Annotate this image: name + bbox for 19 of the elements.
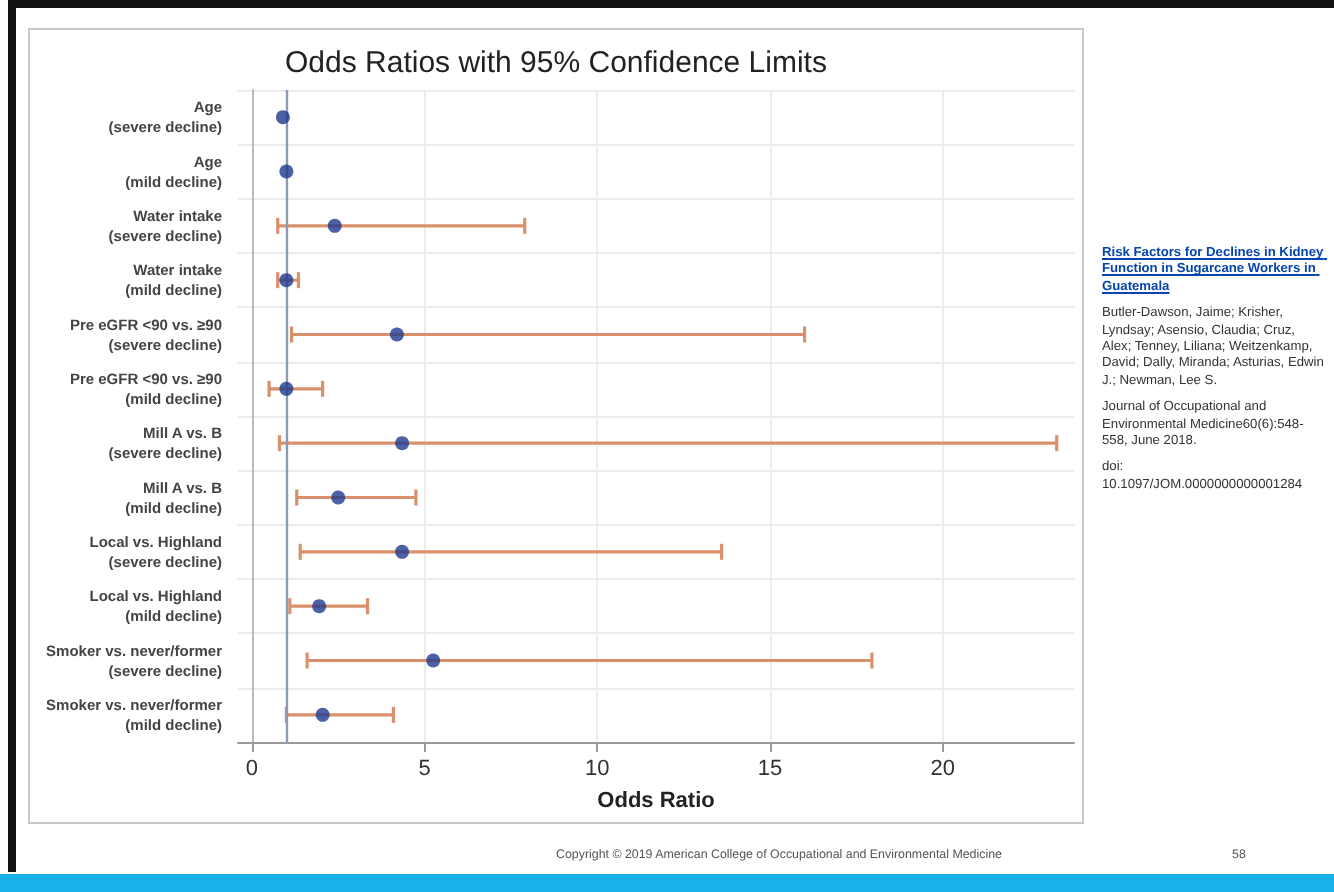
x-tick-label: 5 [418, 757, 431, 781]
x-tick-label: 10 [585, 757, 610, 781]
chart-title: Odds Ratios with 95% Confidence Limits [285, 46, 827, 80]
point [275, 110, 290, 125]
x-axis-title: Odds Ratio [597, 788, 716, 813]
x-tick-label: 0 [245, 757, 258, 781]
point [327, 218, 342, 233]
point [395, 436, 410, 451]
x-tick-label: 15 [757, 757, 783, 781]
point [331, 490, 346, 505]
point [389, 327, 404, 342]
point [312, 599, 327, 614]
point [279, 381, 294, 396]
point [279, 164, 294, 179]
x-tick-label: 20 [930, 757, 955, 781]
point [426, 653, 441, 668]
point [315, 707, 330, 722]
point [279, 273, 294, 288]
point [395, 544, 410, 559]
